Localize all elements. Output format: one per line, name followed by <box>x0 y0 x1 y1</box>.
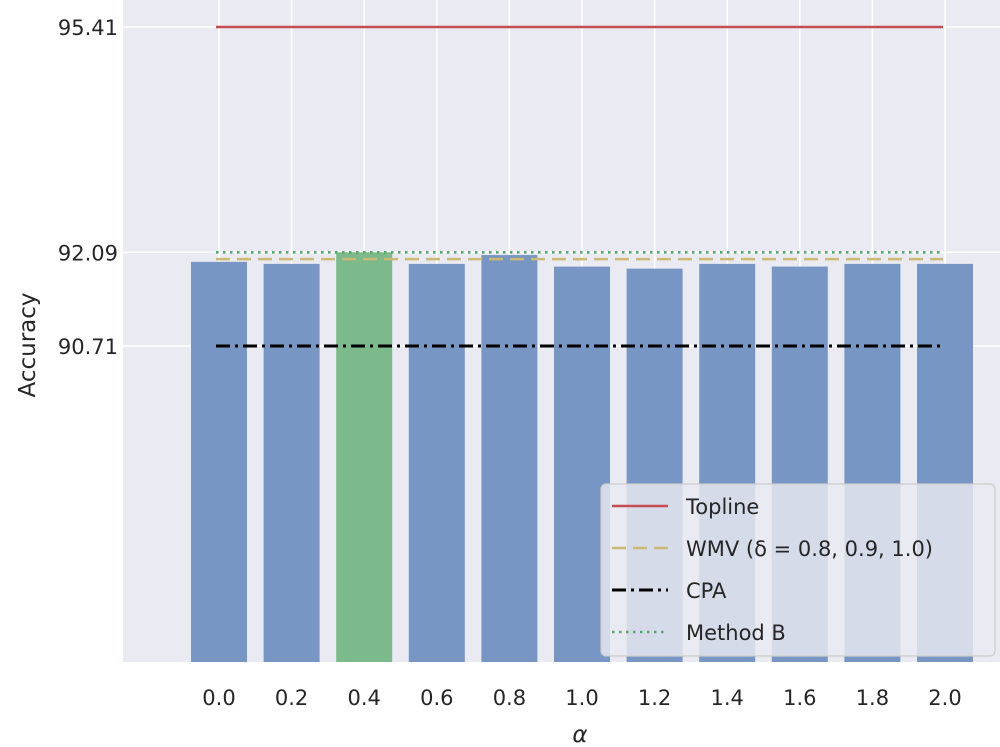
x-tick-label: 1.2 <box>638 686 671 710</box>
legend-label: CPA <box>686 579 727 603</box>
x-tick-labels: 0.0 0.2 0.4 0.6 0.8 1.0 1.2 1.4 1.6 1.8 2.0 <box>202 686 961 710</box>
bar <box>191 261 247 662</box>
bar <box>408 263 465 662</box>
bar <box>336 252 393 662</box>
bar <box>481 255 538 662</box>
y-tick-label: 90.71 <box>58 335 118 359</box>
x-tick-label: 1.0 <box>565 686 598 710</box>
x-tick-label: 1.8 <box>856 686 889 710</box>
legend: Topline WMV (δ = 0.8, 0.9, 1.0) CPA Method … <box>600 483 996 657</box>
legend-box <box>600 483 996 657</box>
x-axis-label: α <box>572 722 587 747</box>
legend-label: WMV (δ = 0.8, 0.9, 1.0) <box>686 537 933 561</box>
reference-lines <box>216 25 943 348</box>
x-tick-label: 1.6 <box>783 686 816 710</box>
legend-label: Method B <box>686 621 786 645</box>
bar <box>263 263 320 662</box>
y-axis-label: Accuracy <box>15 292 41 397</box>
x-tick-label: 1.4 <box>710 686 743 710</box>
x-tick-label: 2.0 <box>928 686 961 710</box>
x-tick-label: 0.4 <box>347 686 380 710</box>
y-tick-labels: 90.71 92.09 95.41 <box>58 16 118 359</box>
x-tick-label: 0.2 <box>275 686 308 710</box>
x-tick-label: 0.0 <box>202 686 235 710</box>
y-tick-label: 95.41 <box>58 16 118 40</box>
y-tick-label: 92.09 <box>58 241 118 265</box>
x-tick-label: 0.8 <box>493 686 526 710</box>
legend-label: Topline <box>685 495 759 519</box>
x-tick-label: 0.6 <box>420 686 453 710</box>
